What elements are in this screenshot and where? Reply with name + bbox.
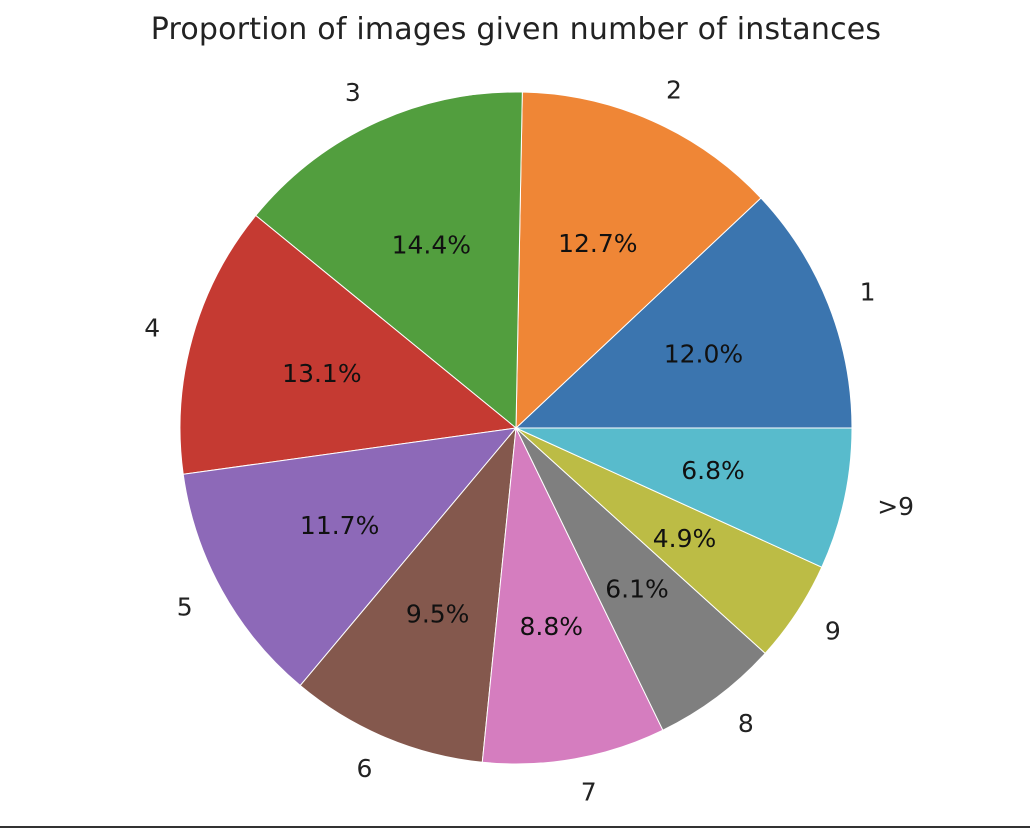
percent-label: 8.8% xyxy=(520,612,584,641)
percent-label: 12.7% xyxy=(558,229,637,258)
percent-label: 11.7% xyxy=(300,511,379,540)
percent-label: 6.1% xyxy=(605,575,669,604)
category-label: 7 xyxy=(581,777,597,806)
pie-slice-8 xyxy=(515,427,766,731)
category-label: 1 xyxy=(860,277,876,306)
category-label: 2 xyxy=(666,76,682,105)
category-label: 6 xyxy=(357,754,373,783)
category-label: 9 xyxy=(825,616,841,645)
chart-title: Proportion of images given number of ins… xyxy=(150,12,882,47)
pie-slices xyxy=(179,91,853,765)
percent-label: 6.8% xyxy=(681,456,745,485)
category-label: 8 xyxy=(738,709,754,738)
percent-label: 12.0% xyxy=(664,339,743,368)
category-label: 4 xyxy=(144,314,160,343)
category-label: >9 xyxy=(877,492,914,521)
pie-slice-6 xyxy=(299,426,517,763)
category-label: 3 xyxy=(345,78,361,107)
pie-labels: 1 12.0% 2 12.7% 3 14.4% 4 13.1% 5 11.7% 6 9.5% 7 8.8%… xyxy=(144,76,914,807)
percent-label: 9.5% xyxy=(406,599,470,628)
percent-label: 14.4% xyxy=(392,231,471,260)
category-label: 5 xyxy=(177,593,193,622)
pie-slice-7 xyxy=(481,426,664,765)
pie-slice-3 xyxy=(255,91,523,430)
bottom-border xyxy=(0,826,1030,828)
percent-label: 4.9% xyxy=(653,524,717,553)
pie-slice-4 xyxy=(179,214,518,475)
pie-slice-2 xyxy=(515,91,762,430)
pie-slice-1 xyxy=(514,197,853,429)
pie-slice-5 xyxy=(182,427,518,687)
pie-slice-gt9 xyxy=(515,427,853,568)
percent-label: 13.1% xyxy=(282,359,361,388)
